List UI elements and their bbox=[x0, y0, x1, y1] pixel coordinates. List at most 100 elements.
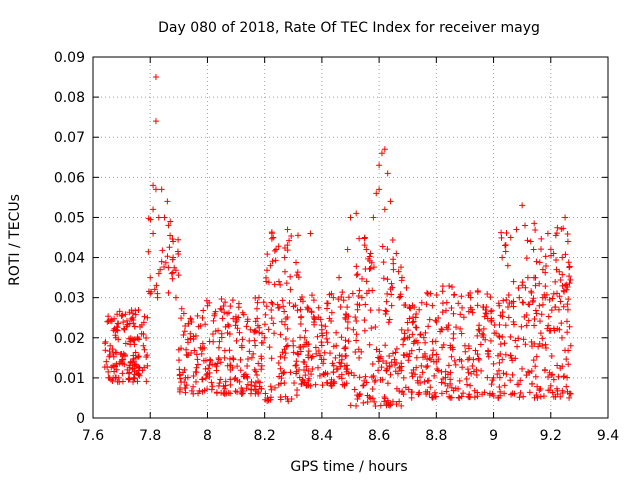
data-point bbox=[141, 346, 148, 353]
data-point bbox=[127, 338, 134, 345]
data-point bbox=[393, 401, 400, 408]
data-point bbox=[497, 351, 504, 358]
data-point bbox=[380, 259, 387, 266]
data-point bbox=[475, 355, 482, 362]
data-point bbox=[352, 349, 359, 356]
data-point bbox=[448, 384, 455, 391]
data-point bbox=[474, 351, 481, 358]
data-point bbox=[219, 315, 226, 322]
data-point bbox=[252, 386, 259, 393]
data-point bbox=[547, 246, 554, 253]
data-point bbox=[152, 118, 159, 125]
data-point bbox=[531, 340, 538, 347]
data-point bbox=[212, 328, 219, 335]
data-point bbox=[452, 361, 459, 368]
x-tick-label: 7.6 bbox=[82, 428, 104, 444]
data-point bbox=[278, 375, 285, 382]
data-point bbox=[277, 281, 284, 288]
data-point bbox=[199, 376, 206, 383]
data-point bbox=[427, 290, 434, 297]
data-point bbox=[361, 242, 368, 249]
data-point bbox=[405, 357, 412, 364]
data-point bbox=[375, 358, 382, 365]
data-point bbox=[170, 254, 177, 261]
data-point bbox=[126, 335, 133, 342]
data-point bbox=[538, 235, 545, 242]
data-point bbox=[277, 394, 284, 401]
data-point bbox=[222, 299, 229, 306]
data-point bbox=[152, 74, 159, 81]
data-point bbox=[417, 331, 424, 338]
data-point bbox=[187, 315, 194, 322]
data-point bbox=[401, 335, 408, 342]
data-point bbox=[109, 378, 116, 385]
data-point bbox=[209, 383, 216, 390]
data-point bbox=[372, 324, 379, 331]
data-point bbox=[169, 269, 176, 276]
data-point bbox=[180, 331, 187, 338]
data-point bbox=[423, 364, 430, 371]
data-point bbox=[377, 402, 384, 409]
data-point bbox=[202, 321, 209, 328]
data-point bbox=[308, 309, 315, 316]
data-point bbox=[565, 296, 572, 303]
data-point bbox=[499, 333, 506, 340]
data-point bbox=[442, 368, 449, 375]
data-point bbox=[263, 303, 270, 310]
data-point bbox=[459, 304, 466, 311]
data-point bbox=[395, 268, 402, 275]
data-point bbox=[104, 318, 111, 325]
data-point bbox=[565, 361, 572, 368]
data-point bbox=[130, 374, 137, 381]
y-tick-label: 0 bbox=[76, 411, 85, 427]
y-tick-label: 0.04 bbox=[54, 251, 85, 267]
data-point bbox=[458, 330, 465, 337]
data-point bbox=[522, 341, 529, 348]
data-point bbox=[265, 279, 272, 286]
data-point bbox=[386, 362, 393, 369]
data-point bbox=[215, 354, 222, 361]
data-point bbox=[562, 214, 569, 221]
data-point bbox=[387, 198, 394, 205]
data-point bbox=[553, 230, 560, 237]
data-point bbox=[339, 381, 346, 388]
data-point bbox=[487, 294, 494, 301]
data-point bbox=[128, 316, 135, 323]
data-point bbox=[321, 371, 328, 378]
data-point bbox=[335, 296, 342, 303]
data-point bbox=[164, 253, 171, 260]
data-point bbox=[560, 225, 567, 232]
data-point bbox=[523, 372, 530, 379]
data-point bbox=[258, 362, 265, 369]
data-point bbox=[564, 238, 571, 245]
data-point bbox=[243, 323, 250, 330]
data-point bbox=[404, 334, 411, 341]
data-point bbox=[501, 382, 508, 389]
data-point bbox=[432, 338, 439, 345]
data-point bbox=[424, 362, 431, 369]
data-point bbox=[234, 389, 241, 396]
data-point bbox=[283, 343, 290, 350]
data-point bbox=[488, 307, 495, 314]
data-point bbox=[264, 394, 271, 401]
data-point bbox=[176, 366, 183, 373]
data-point bbox=[353, 263, 360, 270]
data-point bbox=[410, 318, 417, 325]
data-point bbox=[544, 325, 551, 332]
y-tick-label: 0.07 bbox=[54, 130, 85, 146]
data-point bbox=[482, 310, 489, 317]
data-point bbox=[132, 311, 139, 318]
data-point bbox=[550, 290, 557, 297]
data-point bbox=[562, 251, 569, 258]
data-point bbox=[558, 320, 565, 327]
data-point bbox=[511, 390, 518, 397]
data-point bbox=[386, 316, 393, 323]
data-point bbox=[339, 289, 346, 296]
data-point bbox=[312, 344, 319, 351]
data-point bbox=[439, 344, 446, 351]
data-point bbox=[373, 346, 380, 353]
data-point bbox=[120, 356, 127, 363]
data-point bbox=[199, 314, 206, 321]
data-point bbox=[532, 307, 539, 314]
data-point bbox=[518, 323, 525, 330]
